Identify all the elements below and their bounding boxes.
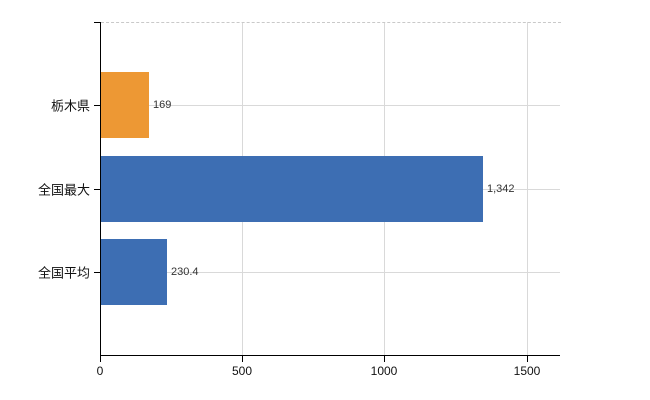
value-label: 169 xyxy=(153,99,172,111)
category-label: 栃木県 xyxy=(50,98,90,114)
x-axis-tick xyxy=(100,356,101,362)
x-tick-label: 1000 xyxy=(370,364,398,378)
x-axis-tick xyxy=(384,356,385,362)
category-label: 全国最大 xyxy=(37,182,90,198)
x-axis-tick xyxy=(527,356,528,362)
x-gridline xyxy=(527,22,528,355)
category-label: 全国平均 xyxy=(37,265,90,281)
plot-top-border xyxy=(101,22,561,23)
value-label: 230.4 xyxy=(171,266,199,278)
y-axis-line xyxy=(100,22,101,355)
x-axis-line xyxy=(100,355,560,356)
value-label: 1,342 xyxy=(487,183,515,195)
x-tick-label: 1500 xyxy=(513,364,541,378)
x-tick-label: 500 xyxy=(231,364,253,378)
data-bar xyxy=(101,156,483,222)
category-gridline xyxy=(101,105,560,106)
y-axis-tick xyxy=(94,272,100,273)
category-gridline xyxy=(101,272,560,273)
x-tick-label: 0 xyxy=(96,364,104,378)
data-bar xyxy=(101,72,149,138)
y-axis-tick xyxy=(94,189,100,190)
y-axis-tick xyxy=(94,105,100,106)
data-bar xyxy=(101,239,167,305)
x-axis-tick xyxy=(242,356,243,362)
y-axis-top-tick xyxy=(94,22,100,23)
